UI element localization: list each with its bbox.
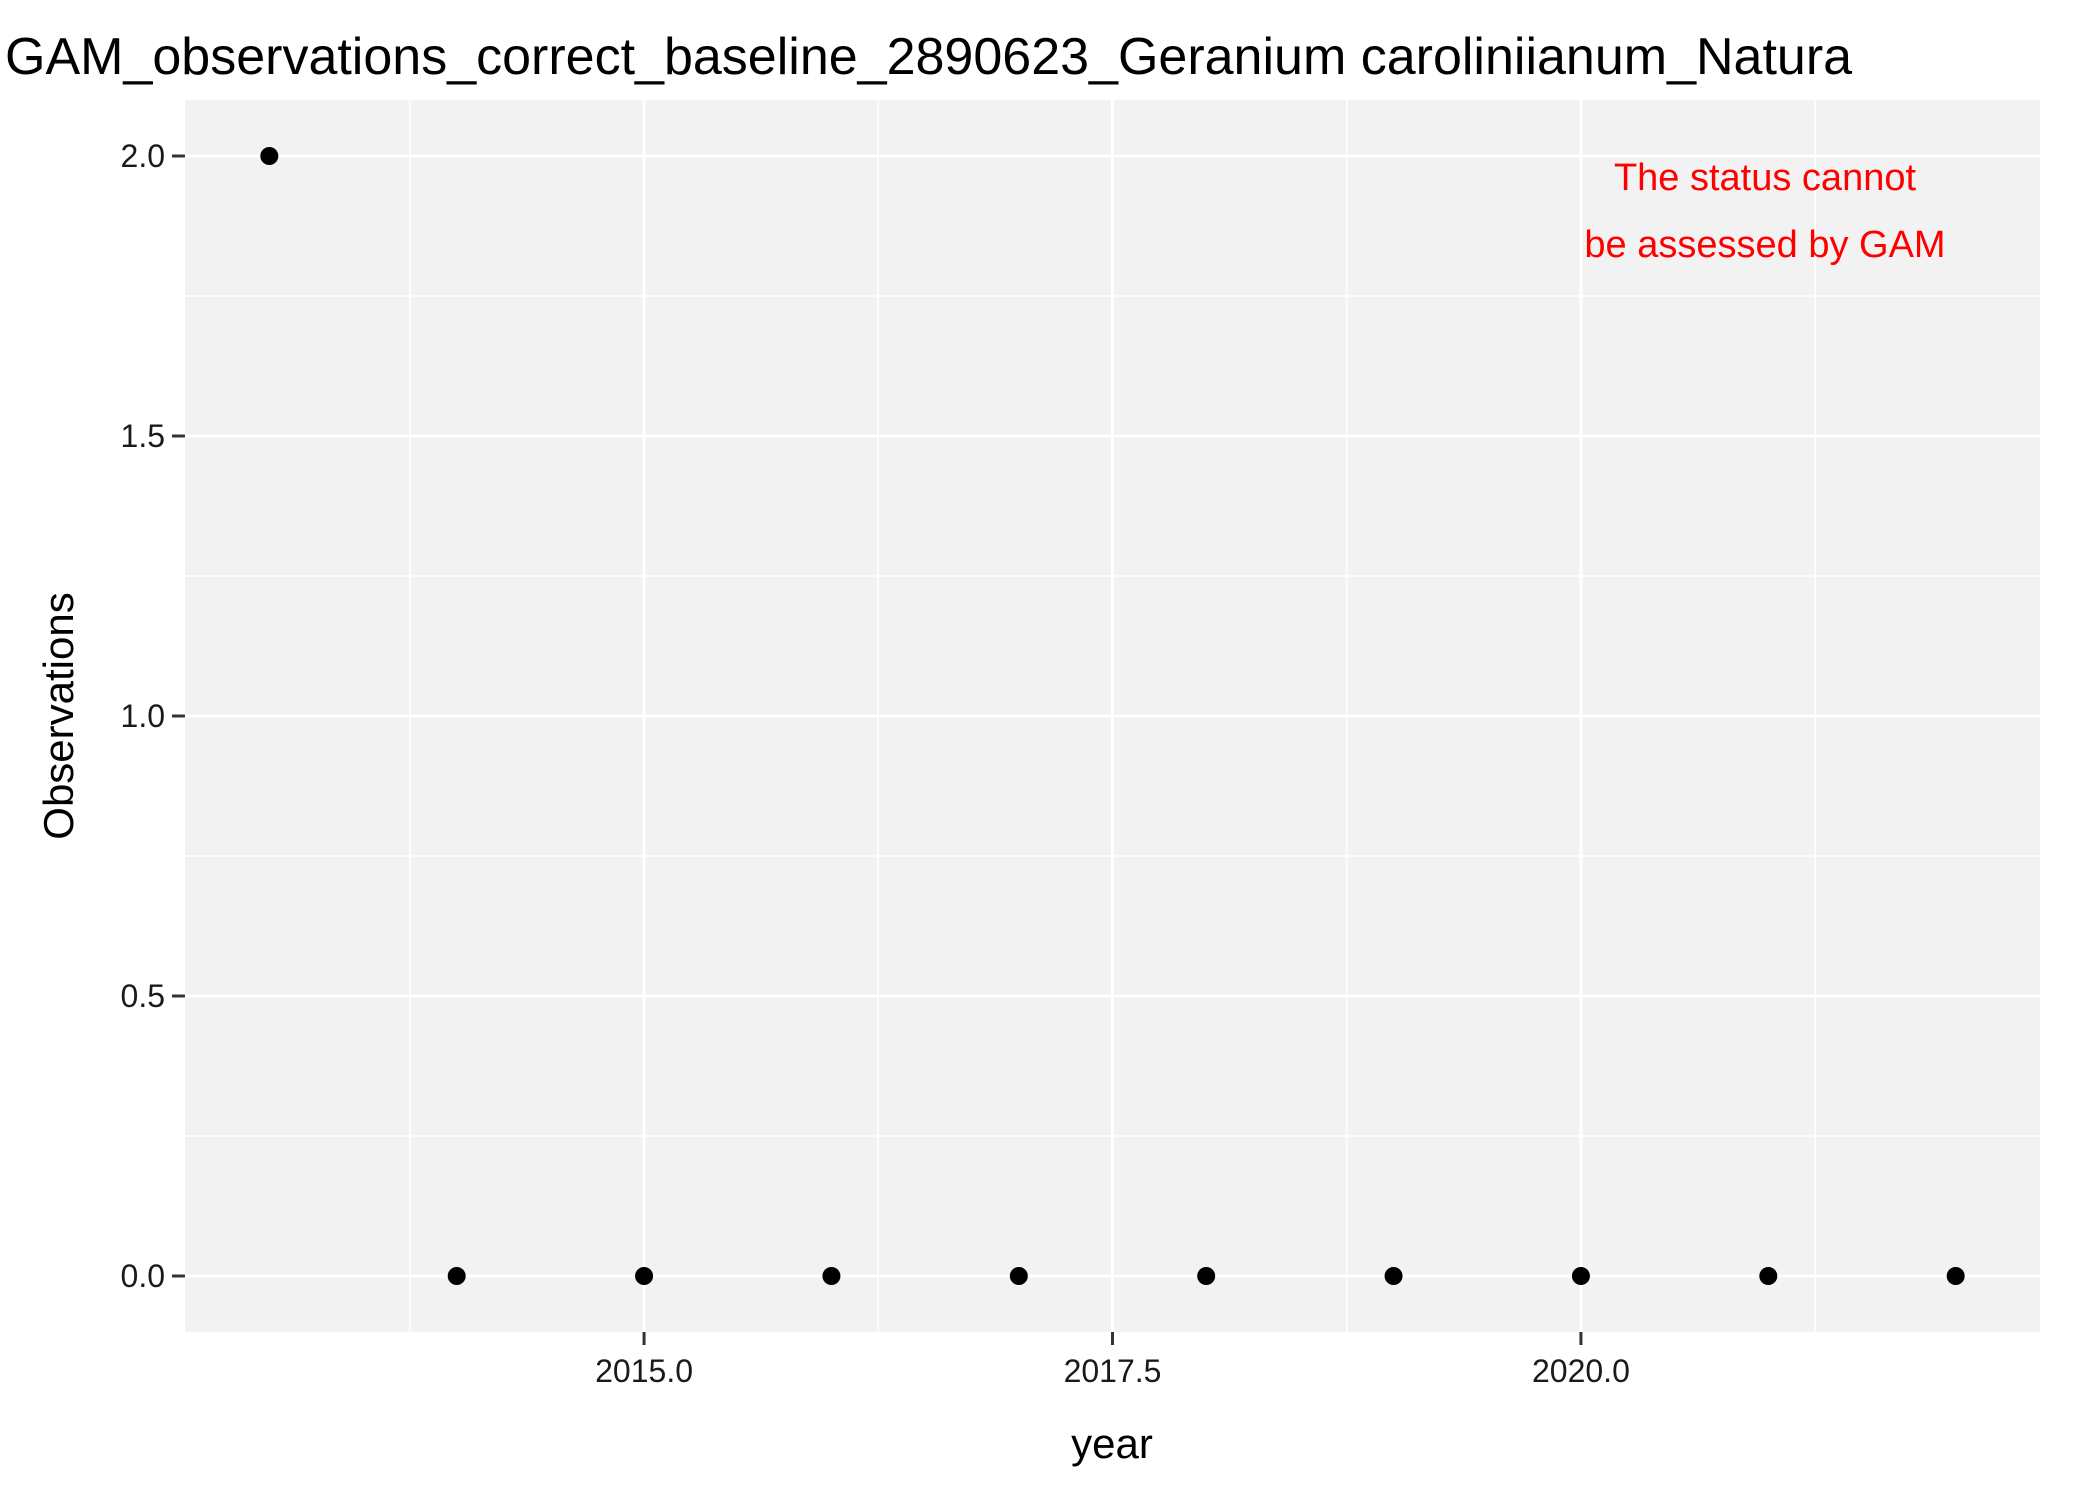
data-point: [1946, 1267, 1965, 1285]
data-point: [1759, 1267, 1778, 1285]
data-point: [635, 1267, 654, 1285]
x-axis: 2015.0 2017.5 2020.0: [595, 1332, 1630, 1389]
chart-title: GAM_observations_correct_baseline_289062…: [5, 28, 1852, 86]
x-axis-title: year: [1071, 1420, 1153, 1467]
major-gridlines: [185, 100, 2040, 1332]
data-point: [1384, 1267, 1403, 1285]
data-point: [822, 1267, 841, 1285]
y-axis-title: Observations: [35, 592, 82, 839]
data-points: [260, 147, 1965, 1285]
data-point: [1571, 1267, 1590, 1285]
x-tick-label: 2020.0: [1532, 1353, 1630, 1389]
y-axis: 0.0 0.5 1.0 1.5 2.0: [121, 138, 185, 1294]
data-point: [260, 147, 279, 165]
annotation-line-1: The status cannot: [1614, 157, 1917, 199]
y-tick-label: 1.5: [121, 418, 165, 454]
x-tick-label: 2015.0: [595, 1353, 693, 1389]
x-tick-label: 2017.5: [1064, 1353, 1162, 1389]
y-tick-label: 2.0: [121, 138, 165, 174]
y-tick-label: 0.5: [121, 978, 165, 1014]
data-point: [447, 1267, 466, 1285]
annotation-line-2: be assessed by GAM: [1584, 224, 1945, 266]
y-tick-label: 1.0: [121, 698, 165, 734]
y-tick-label: 0.0: [121, 1258, 165, 1294]
data-point: [1197, 1267, 1216, 1285]
data-point: [1009, 1267, 1028, 1285]
